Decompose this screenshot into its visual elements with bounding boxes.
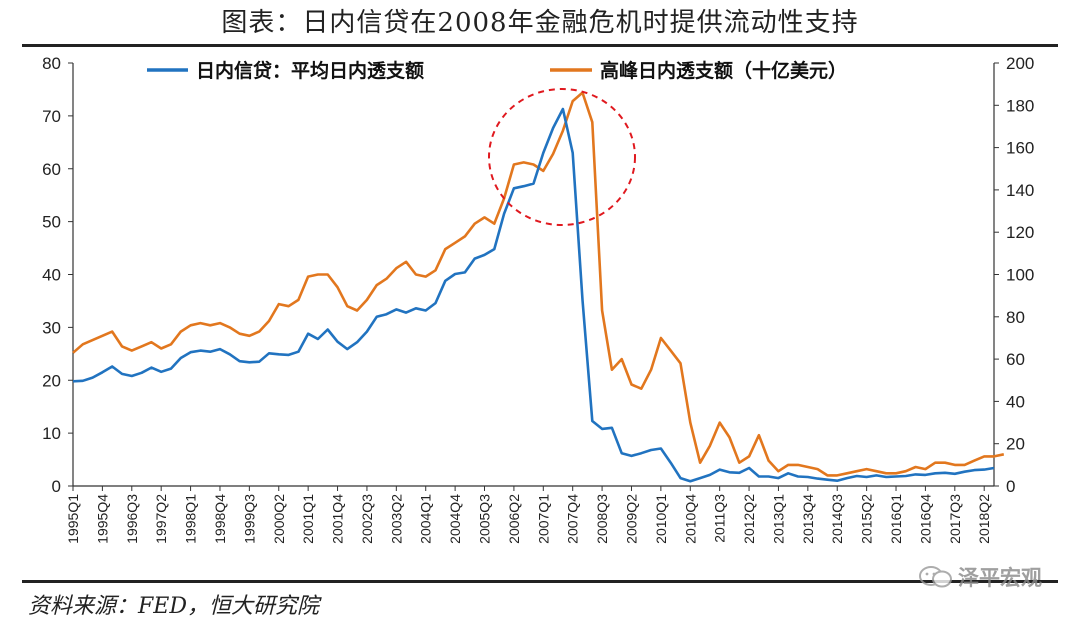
x-tick-label: 2007Q1 bbox=[535, 494, 551, 544]
right-y-tick-label: 80 bbox=[1006, 308, 1025, 327]
x-tick-label: 2000Q2 bbox=[271, 494, 287, 544]
x-tick-label: 2004Q4 bbox=[447, 494, 463, 544]
x-tick-label: 1995Q1 bbox=[65, 494, 81, 544]
watermark: 泽平宏观 bbox=[918, 562, 1042, 592]
x-tick-label: 2014Q3 bbox=[829, 494, 845, 544]
line-chart: 0 10 20 30 40 50 60 70 80 0 20 40 60 80 100 120 140 160 18… bbox=[42, 54, 1034, 544]
top-rule bbox=[22, 44, 1058, 47]
x-tick-label: 2010Q4 bbox=[682, 494, 698, 544]
right-y-tick-label: 60 bbox=[1006, 350, 1025, 369]
right-y-tick-label: 0 bbox=[1006, 477, 1015, 496]
x-tick-label: 2003Q2 bbox=[388, 494, 404, 544]
x-tick-label: 2016Q4 bbox=[917, 494, 933, 544]
right-y-tick-label: 180 bbox=[1006, 96, 1034, 115]
chart-title: 图表：日内信贷在2008年金融危机时提供流动性支持 bbox=[221, 8, 859, 38]
left-y-tick-label: 40 bbox=[42, 266, 61, 285]
x-tick-label: 2013Q4 bbox=[800, 494, 816, 544]
series-line-1 bbox=[72, 107, 995, 483]
legend-label-2: 高峰日内透支额（十亿美元） bbox=[600, 59, 847, 82]
right-y-tick-label: 40 bbox=[1006, 392, 1025, 411]
x-tick-label: 2012Q2 bbox=[741, 494, 757, 544]
x-tick-label: 1997Q2 bbox=[153, 494, 169, 544]
x-tick-label: 2001Q1 bbox=[300, 494, 316, 544]
x-tick-label: 1996Q3 bbox=[124, 494, 140, 544]
x-tick-label: 1999Q3 bbox=[241, 494, 257, 544]
legend-label-1: 日内信贷：平均日内透支额 bbox=[196, 59, 424, 82]
wechat-logo-icon bbox=[918, 565, 954, 589]
left-y-tick-label: 10 bbox=[42, 424, 61, 443]
x-tick-label: 2001Q4 bbox=[330, 494, 346, 544]
right-y-tick-label: 100 bbox=[1006, 266, 1034, 285]
x-tick-label: 2011Q3 bbox=[712, 494, 728, 543]
x-tick-label: 2015Q2 bbox=[859, 494, 875, 544]
x-tick-label: 2016Q1 bbox=[888, 494, 904, 544]
annotation-circle bbox=[488, 88, 636, 226]
x-tick-label: 2005Q3 bbox=[477, 494, 493, 544]
right-y-tick-label: 160 bbox=[1006, 139, 1034, 158]
right-y-tick-label: 20 bbox=[1006, 435, 1025, 454]
left-y-tick-label: 0 bbox=[52, 477, 61, 496]
right-y-tick-label: 140 bbox=[1006, 181, 1034, 200]
x-tick-label: 2007Q4 bbox=[565, 494, 581, 544]
left-y-tick-label: 80 bbox=[42, 54, 61, 73]
x-tick-label: 2018Q2 bbox=[976, 494, 992, 544]
bottom-rule bbox=[22, 580, 1058, 583]
right-y-tick-label: 200 bbox=[1006, 54, 1034, 73]
left-y-tick-label: 30 bbox=[42, 318, 61, 337]
left-y-tick-label: 60 bbox=[42, 160, 61, 179]
right-y-tick-label: 120 bbox=[1006, 223, 1034, 242]
x-tick-label: 2002Q3 bbox=[359, 494, 375, 544]
x-tick-label: 2009Q2 bbox=[623, 494, 639, 544]
x-tick-label: 1995Q4 bbox=[94, 494, 110, 544]
left-y-tick-label: 20 bbox=[42, 371, 61, 390]
x-tick-label: 2008Q3 bbox=[594, 494, 610, 544]
watermark-text: 泽平宏观 bbox=[958, 566, 1042, 590]
x-tick-label: 2006Q2 bbox=[506, 494, 522, 544]
x-tick-label: 2013Q1 bbox=[770, 494, 786, 544]
x-tick-label: 1998Q4 bbox=[212, 494, 228, 544]
left-y-tick-label: 50 bbox=[42, 213, 61, 232]
left-y-tick-label: 70 bbox=[42, 107, 61, 126]
x-tick-label: 2004Q1 bbox=[418, 494, 434, 544]
series-line-2 bbox=[72, 91, 1005, 477]
x-tick-label: 1998Q1 bbox=[183, 494, 199, 544]
source-note: 资料来源：FED，恒大研究院 bbox=[28, 594, 319, 619]
x-tick-label: 2017Q3 bbox=[947, 494, 963, 544]
x-tick-label: 2010Q1 bbox=[653, 494, 669, 544]
